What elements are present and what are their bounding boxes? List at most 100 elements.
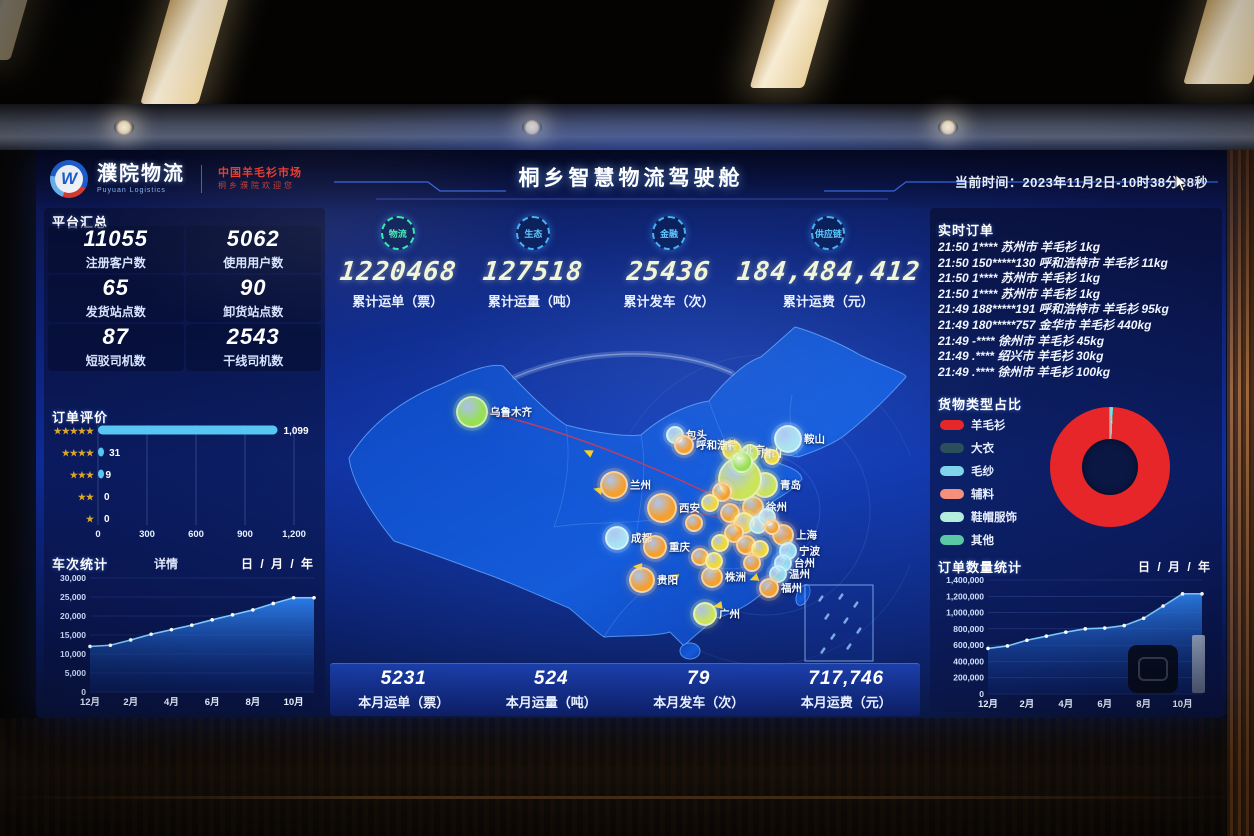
brand-logo-icon: W xyxy=(50,160,88,198)
svg-text:9: 9 xyxy=(105,470,111,481)
page-title: 桐乡智慧物流驾驶舱 xyxy=(518,167,744,190)
order-quantity-tabs[interactable]: 日 / 月 / 年 xyxy=(1137,560,1212,574)
kpi-badge[interactable]: 供应链 xyxy=(811,216,846,250)
svg-text:6月: 6月 xyxy=(205,697,220,708)
svg-text:4月: 4月 xyxy=(164,697,179,708)
stat-value: 65 xyxy=(102,275,129,300)
svg-text:0: 0 xyxy=(104,514,110,525)
legend-item: 其他 xyxy=(940,528,1017,551)
vehicle-stats-tabs[interactable]: 日 / 月 / 年 xyxy=(240,557,315,571)
legend-item: 毛纱 xyxy=(940,459,1017,482)
header-deco-lines xyxy=(334,181,1218,200)
vehicle-stats-detail-link[interactable]: 详情 xyxy=(154,557,179,571)
order-rating-title: 订单评价 xyxy=(52,410,109,425)
svg-text:★★★★★: ★★★★★ xyxy=(54,426,95,436)
svg-text:12月: 12月 xyxy=(80,697,100,708)
legend-label: 其他 xyxy=(971,534,994,547)
monthly-value: 717,746 xyxy=(808,668,885,689)
stat-label: 使用用户数 xyxy=(223,256,284,270)
legend-swatch xyxy=(940,419,964,430)
svg-text:4月: 4月 xyxy=(1058,699,1073,710)
kpi-column: 生态 127518 累计运量（吨） xyxy=(466,216,602,310)
svg-text:10月: 10月 xyxy=(1173,699,1193,710)
monthly-kpi: 717,746 本月运费（元） xyxy=(773,664,921,716)
svg-text:20,000: 20,000 xyxy=(60,611,86,621)
svg-text:200,000: 200,000 xyxy=(953,673,984,683)
badge-label: 供应链 xyxy=(814,228,842,239)
stat-label: 卸货站点数 xyxy=(223,305,284,319)
dashboard-screen: W 濮院物流 Puyuan Logistics 中国羊毛衫市场 桐乡濮院欢迎您 … xyxy=(36,150,1226,718)
screen-header: W 濮院物流 Puyuan Logistics 中国羊毛衫市场 桐乡濮院欢迎您 … xyxy=(36,150,1226,208)
platform-stat: 90 卸货站点数 xyxy=(185,275,321,322)
city-bubble-贵阳: 贵阳 xyxy=(629,567,678,593)
ceiling-soffit xyxy=(0,104,1254,150)
center-column: 物流 1220468 累计运单（票） 生态 127518 累计运量（吨） 金融 25436 累计… xyxy=(330,208,922,716)
city-bubble-兰州: 兰州 xyxy=(600,471,651,499)
kpi-label: 累计运量（吨） xyxy=(487,294,579,309)
svg-text:1,200: 1,200 xyxy=(282,529,306,540)
city-bubble xyxy=(701,494,719,512)
legend-swatch xyxy=(940,534,964,545)
platform-stat: 5062 使用用户数 xyxy=(185,226,321,273)
legend-item: 大衣 xyxy=(940,436,1017,459)
svg-text:0: 0 xyxy=(81,687,86,697)
kpi-badge[interactable]: 物流 xyxy=(380,216,415,250)
stat-value: 2543 xyxy=(226,324,280,349)
svg-text:2月: 2月 xyxy=(1020,699,1035,710)
city-bubble xyxy=(764,449,780,465)
svg-text:1,099: 1,099 xyxy=(284,426,309,437)
monthly-label: 本月运单（票） xyxy=(358,695,450,710)
order-rating-chart: 0 300 600 900 1,200★★★★★ 1,099★★★★ 31★★★ 9★★ 0★ 0 xyxy=(54,425,309,540)
order-quantity-title: 订单数量统计 xyxy=(938,560,1023,575)
city-bubble-西安: 西安 xyxy=(647,493,700,523)
monthly-label: 本月运量（吨） xyxy=(505,695,597,710)
kpi-label: 累计运单（票） xyxy=(352,294,444,309)
svg-text:0: 0 xyxy=(104,492,110,503)
svg-text:900: 900 xyxy=(237,529,253,540)
china-map: 乌鲁木齐兰州西安成都重庆贵阳包头呼和浩特北京唐山鞍山青岛徐州上海宁波台州温州福州… xyxy=(340,315,910,665)
monthly-label: 本月发车（次） xyxy=(653,695,745,710)
legend-label: 大衣 xyxy=(971,442,994,455)
kpi-value: 25436 xyxy=(625,257,713,287)
logo: W 濮院物流 Puyuan Logistics 中国羊毛衫市场 桐乡濮院欢迎您 xyxy=(50,160,302,198)
stat-label: 干线司机数 xyxy=(223,354,284,368)
monthly-label: 本月运费（元） xyxy=(800,695,892,710)
city-bubble-福州: 福州 xyxy=(759,578,802,598)
order-row: 21:49 -**** 徐州市 羊毛衫 45kg xyxy=(938,333,1105,348)
svg-text:1,000,000: 1,000,000 xyxy=(946,608,984,618)
kpi-column: 供应链 184,484,412 累计运费（元） xyxy=(735,216,922,310)
platform-stat: 2543 干线司机数 xyxy=(185,324,321,371)
city-bubble xyxy=(685,514,703,532)
downlight xyxy=(114,120,134,135)
platform-stat: 87 短驳司机数 xyxy=(48,324,184,371)
watermark-logo xyxy=(1128,645,1178,693)
svg-text:5,000: 5,000 xyxy=(65,668,87,678)
order-row: 21:49 .**** 绍兴市 羊毛衫 30kg xyxy=(938,349,1104,364)
order-row: 21:49 188*****191 呼和浩特市 羊毛衫 95kg xyxy=(938,302,1169,317)
city-bubble xyxy=(764,519,780,535)
monthly-value: 524 xyxy=(533,668,569,689)
svg-text:25,000: 25,000 xyxy=(60,592,86,602)
right-column: 实时订单 21:50 1**** 苏州市 羊毛衫 1kg 21:50 150***… xyxy=(930,208,1222,712)
svg-text:8月: 8月 xyxy=(1136,699,1151,710)
kpi-totals-row: 物流 1220468 累计运单（票） 生态 127518 累计运量（吨） 金融 25436 累计… xyxy=(330,216,922,310)
legend-swatch xyxy=(940,465,964,476)
svg-text:10月: 10月 xyxy=(284,697,304,708)
order-row: 21:50 1**** 苏州市 羊毛衫 1kg xyxy=(938,240,1101,254)
brand-name: 濮院物流 xyxy=(97,163,185,185)
monthly-value: 79 xyxy=(687,668,711,689)
left-column: 平台汇总 11055 注册客户数 5062 使用用户数 65 发货站点数 90 卸货站点数 87… xyxy=(44,208,325,712)
brand-sub: Puyuan Logistics xyxy=(97,187,166,194)
kpi-badge[interactable]: 金融 xyxy=(652,216,687,250)
kpi-label: 累计发车（次） xyxy=(623,294,715,309)
kpi-value: 184,484,412 xyxy=(735,257,922,287)
slogan-line2: 桐乡濮院欢迎您 xyxy=(218,180,295,190)
legend-item: 羊毛衫 xyxy=(940,413,1017,436)
monthly-kpi-band: 5231 本月运单（票） 524 本月运量（吨） 79 本月发车（次） 717,746 本月运… xyxy=(330,663,920,716)
svg-text:400,000: 400,000 xyxy=(953,656,984,666)
city-bubble-呼和浩特: 呼和浩特 xyxy=(674,435,738,455)
svg-text:31: 31 xyxy=(109,448,121,459)
svg-text:10,000: 10,000 xyxy=(60,649,86,659)
vehicle-stats-title: 车次统计 xyxy=(52,557,109,572)
kpi-badge[interactable]: 生态 xyxy=(516,216,551,250)
